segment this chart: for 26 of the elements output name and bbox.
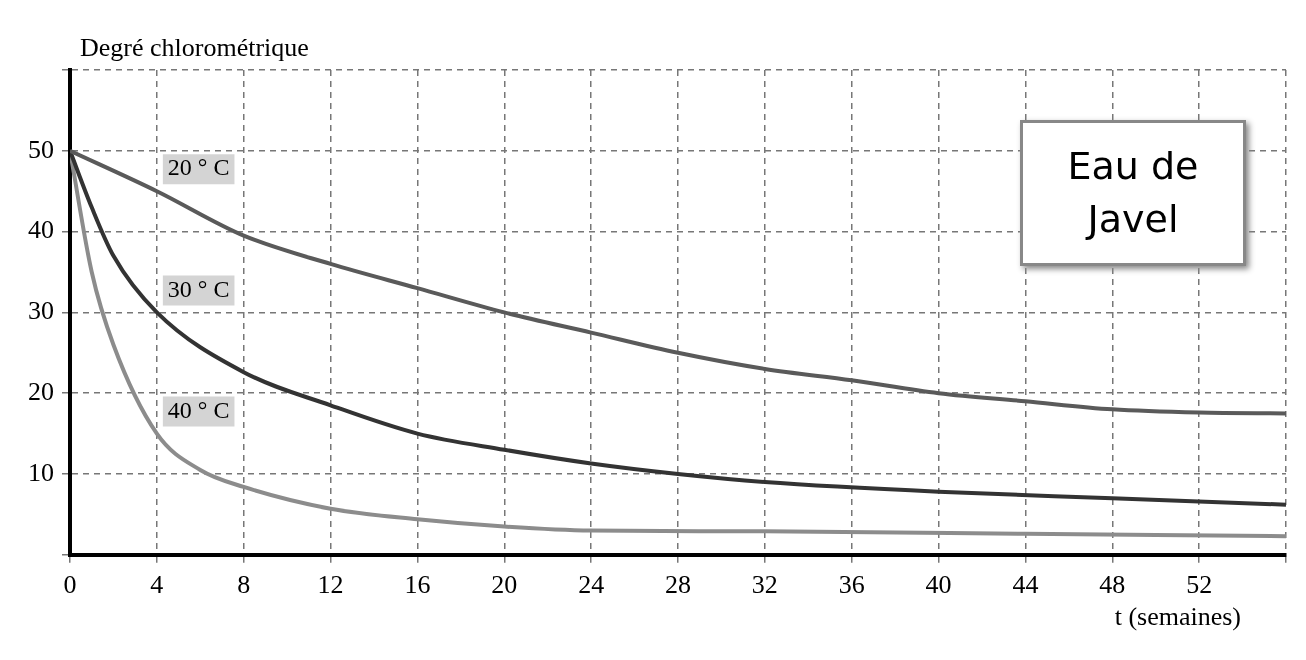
x-axis-title: t (semaines): [1114, 601, 1241, 631]
x-tick-label: 16: [404, 570, 431, 600]
x-tick-label: 24: [578, 570, 605, 600]
series-label: 40 ° C: [167, 396, 230, 423]
x-tick-label: 0: [63, 570, 77, 600]
y-axis-title: Degré chlorométrique: [80, 32, 309, 62]
x-tick-label: 20: [491, 570, 518, 600]
x-tick-label: 52: [1186, 570, 1213, 600]
text-box: Eau de Javel: [1020, 120, 1246, 266]
series-label: 20 ° C: [167, 154, 230, 181]
y-tick-label: 10: [28, 457, 54, 487]
x-tick-label: 28: [665, 570, 691, 600]
x-tick-label: 32: [751, 570, 778, 600]
y-tick-label: 20: [28, 377, 54, 407]
line-series: [70, 148, 1286, 416]
x-tick-label: 36: [838, 570, 865, 600]
x-tick-label: 12: [317, 570, 344, 600]
series-label: 30 ° C: [167, 275, 230, 302]
x-tick-label: 8: [237, 570, 251, 600]
y-tick-label: 50: [28, 134, 54, 164]
x-tick-label: 48: [1099, 570, 1126, 600]
x-tick-label: 40: [925, 570, 952, 600]
x-tick-label: 44: [1012, 570, 1039, 600]
y-tick-label: 30: [28, 296, 54, 326]
x-tick-label: 4: [150, 570, 164, 600]
y-tick-label: 40: [28, 215, 54, 245]
